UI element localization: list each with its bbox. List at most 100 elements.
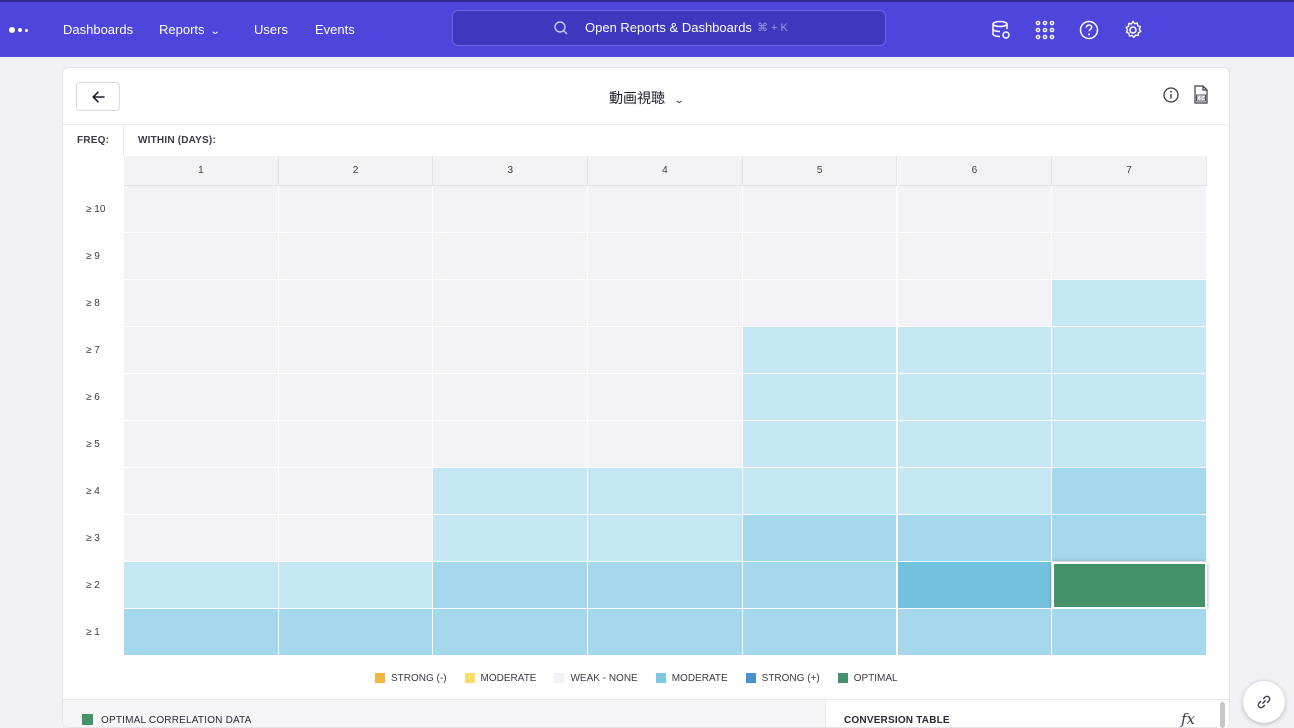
- heatmap-cell[interactable]: [897, 280, 1053, 327]
- heatmap-cell[interactable]: [588, 421, 743, 468]
- column-header: 1: [124, 156, 279, 186]
- heatmap-cell[interactable]: [278, 421, 434, 468]
- nav-link-label: Events: [315, 22, 355, 37]
- heatmap-cell[interactable]: [742, 609, 898, 656]
- heatmap-cell[interactable]: [278, 609, 434, 656]
- heatmap-cell[interactable]: [1052, 609, 1207, 656]
- copy-link-button[interactable]: [1243, 681, 1285, 723]
- heatmap-cell[interactable]: [588, 186, 743, 233]
- heatmap-cell[interactable]: [124, 186, 279, 233]
- heatmap-cell[interactable]: [588, 327, 743, 374]
- heatmap-cell[interactable]: [742, 233, 898, 280]
- scrollbar-thumb[interactable]: [1220, 702, 1225, 728]
- heatmap-cell[interactable]: [433, 609, 589, 656]
- column-header: 6: [897, 156, 1053, 186]
- heatmap-cell[interactable]: [124, 327, 279, 374]
- heatmap-cell[interactable]: [433, 280, 589, 327]
- heatmap-cell[interactable]: [897, 421, 1053, 468]
- scrollbar[interactable]: [1217, 700, 1227, 728]
- heatmap-cell[interactable]: [1052, 374, 1207, 421]
- product-logo-icon[interactable]: [9, 23, 31, 37]
- heatmap-cell[interactable]: [433, 233, 589, 280]
- heatmap-cell[interactable]: [278, 327, 434, 374]
- heatmap-cell[interactable]: [124, 280, 279, 327]
- heatmap-cell[interactable]: [742, 374, 898, 421]
- heatmap-cell[interactable]: [1052, 327, 1207, 374]
- info-icon[interactable]: [1162, 86, 1180, 104]
- formula-icon[interactable]: fx: [1181, 710, 1196, 728]
- heatmap-cell[interactable]: [278, 468, 434, 515]
- heatmap-cell[interactable]: [1052, 186, 1207, 233]
- heatmap-cell[interactable]: [742, 280, 898, 327]
- heatmap-cell[interactable]: [1052, 280, 1207, 327]
- heatmap-cell[interactable]: [124, 515, 279, 562]
- heatmap-cell[interactable]: [124, 562, 279, 609]
- heatmap-cell[interactable]: [433, 186, 589, 233]
- heatmap-cell-selected[interactable]: [1052, 562, 1207, 609]
- heatmap-cell[interactable]: [588, 609, 743, 656]
- heatmap-cell[interactable]: [897, 468, 1053, 515]
- heatmap-cell[interactable]: [588, 280, 743, 327]
- heatmap-cell[interactable]: [742, 562, 898, 609]
- row-header: ≥ 3: [86, 533, 100, 544]
- heatmap-cell[interactable]: [897, 374, 1053, 421]
- heatmap-cell[interactable]: [897, 186, 1053, 233]
- heatmap-cell[interactable]: [588, 374, 743, 421]
- heatmap-cell[interactable]: [742, 421, 898, 468]
- csv-export-icon[interactable]: CSV: [1192, 85, 1210, 105]
- heatmap-cell[interactable]: [897, 609, 1053, 656]
- help-icon[interactable]: [1078, 19, 1100, 41]
- apps-grid-icon[interactable]: [1034, 19, 1056, 41]
- heatmap-cell[interactable]: [433, 562, 589, 609]
- column-header: 3: [433, 156, 589, 186]
- heatmap-cell[interactable]: [1052, 233, 1207, 280]
- heatmap-cell[interactable]: [588, 515, 743, 562]
- heatmap-cell[interactable]: [278, 374, 434, 421]
- heatmap-cell[interactable]: [1052, 468, 1207, 515]
- heatmap-cell[interactable]: [278, 233, 434, 280]
- legend-label: MODERATE: [671, 672, 728, 684]
- heatmap-cell[interactable]: [742, 468, 898, 515]
- heatmap-cell[interactable]: [124, 609, 279, 656]
- heatmap-cell[interactable]: [588, 233, 743, 280]
- back-button[interactable]: [76, 82, 120, 111]
- heatmap-cell[interactable]: [742, 186, 898, 233]
- legend-swatch: [554, 673, 565, 683]
- legend-item: STRONG (-): [375, 671, 447, 685]
- heatmap-cell[interactable]: [124, 233, 279, 280]
- nav-link-reports[interactable]: Reports ⌄: [159, 21, 220, 41]
- heatmap-cell[interactable]: [588, 468, 743, 515]
- heatmap-cell[interactable]: [897, 233, 1053, 280]
- settings-icon[interactable]: [1122, 19, 1144, 41]
- data-management-icon[interactable]: [990, 19, 1012, 41]
- legend-label: WEAK - NONE: [570, 672, 638, 684]
- heatmap-cell[interactable]: [124, 468, 279, 515]
- heatmap-cell[interactable]: [124, 374, 279, 421]
- heatmap-cell[interactable]: [1052, 421, 1207, 468]
- within-days-label: WITHIN (DAYS):: [138, 135, 216, 146]
- heatmap-cell[interactable]: [278, 280, 434, 327]
- heatmap-cell[interactable]: [278, 562, 434, 609]
- report-title-dropdown[interactable]: 動画視聴 ⌄: [609, 88, 685, 108]
- heatmap-cell[interactable]: [897, 327, 1053, 374]
- search-shortcut: ⌘ + K: [757, 22, 788, 34]
- heatmap-cell[interactable]: [433, 327, 589, 374]
- heatmap-cell[interactable]: [588, 562, 743, 609]
- heatmap-cell[interactable]: [742, 327, 898, 374]
- search-input[interactable]: Open Reports & Dashboards ⌘ + K: [452, 10, 886, 46]
- nav-link-events[interactable]: Events: [315, 21, 355, 39]
- nav-link-dashboards[interactable]: Dashboards: [63, 21, 133, 39]
- heatmap-cell[interactable]: [1052, 515, 1207, 562]
- legend-swatch: [464, 673, 475, 683]
- heatmap-cell[interactable]: [433, 515, 589, 562]
- heatmap-cell[interactable]: [278, 515, 434, 562]
- heatmap-cell[interactable]: [433, 421, 589, 468]
- heatmap-cell[interactable]: [433, 374, 589, 421]
- heatmap-cell[interactable]: [897, 515, 1053, 562]
- heatmap-cell[interactable]: [897, 562, 1053, 609]
- heatmap-cell[interactable]: [124, 421, 279, 468]
- heatmap-cell[interactable]: [278, 186, 434, 233]
- heatmap-cell[interactable]: [433, 468, 589, 515]
- heatmap-cell[interactable]: [742, 515, 898, 562]
- nav-link-users[interactable]: Users: [254, 21, 288, 39]
